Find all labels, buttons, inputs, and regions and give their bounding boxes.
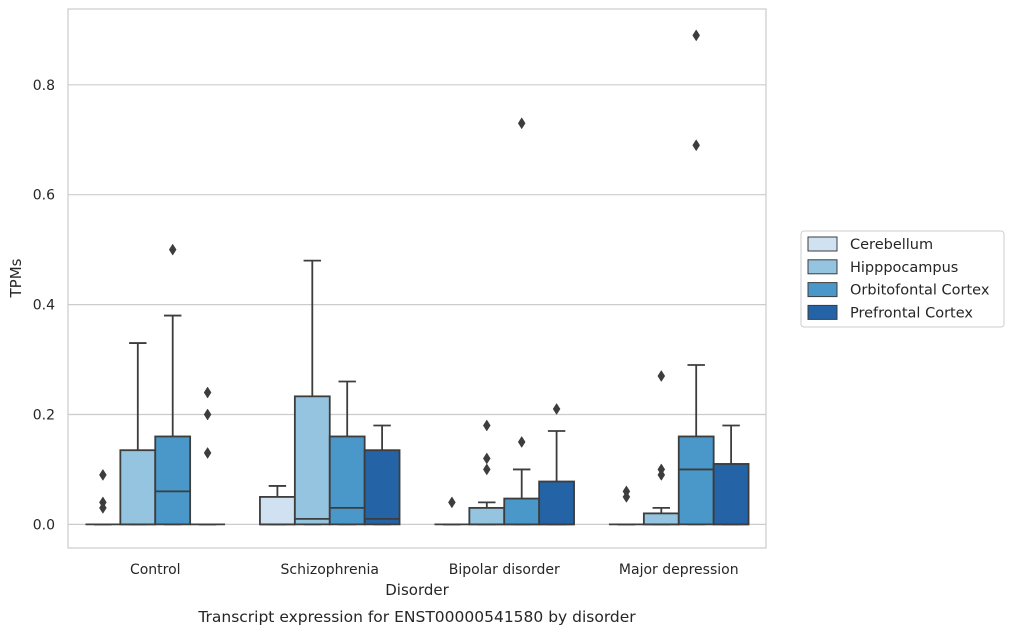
y-tick-label: 0.2	[33, 407, 55, 423]
box-group	[328, 380, 366, 526]
box	[119, 449, 157, 526]
x-tick-label: Bipolar disorder	[449, 562, 560, 578]
box	[503, 497, 541, 526]
x-tick-label: Major depression	[619, 562, 739, 578]
x-axis-label: Disorder	[385, 581, 449, 599]
legend-swatch	[807, 236, 838, 252]
y-tick-label: 0.0	[33, 517, 55, 533]
outlier-point	[483, 452, 491, 465]
outlier-point	[483, 463, 491, 476]
box	[468, 506, 506, 526]
box-group	[293, 259, 331, 526]
outlier-point	[203, 446, 212, 459]
legend-frame	[800, 230, 1005, 328]
legend: Cerebellum Hipppocampus Orbitofontal Corte…	[800, 230, 1005, 328]
outlier-point	[203, 408, 212, 421]
box	[259, 496, 296, 526]
y-axis-ticks: 0.0 0.2 0.4 0.6 0.8	[33, 78, 55, 534]
outlier-point	[483, 419, 491, 432]
box-group	[608, 485, 644, 526]
box	[328, 435, 366, 526]
outlier-point	[657, 468, 666, 481]
box	[642, 512, 680, 526]
legend-label: Hipppocampus	[850, 260, 958, 276]
y-tick-label: 0.4	[33, 298, 55, 314]
box	[363, 449, 401, 526]
box-group	[642, 370, 680, 526]
outlier-point	[517, 435, 526, 448]
outlier-point	[99, 468, 107, 481]
outlier-point	[657, 370, 666, 382]
outlier-point	[203, 386, 212, 399]
legend-swatch	[807, 304, 838, 320]
outlier-point	[99, 501, 107, 514]
box	[154, 435, 192, 526]
outlier-point	[168, 243, 177, 256]
box	[538, 480, 575, 526]
box-group	[259, 485, 296, 526]
box-group	[538, 403, 575, 526]
box-group	[363, 424, 401, 526]
legend-label: Cerebellum	[850, 237, 933, 253]
box	[712, 463, 750, 526]
box-group	[154, 243, 192, 526]
plot-area-frame	[67, 8, 767, 549]
legend-swatch	[807, 282, 838, 298]
x-axis-ticks: Control Schizophrenia Bipolar disorder Majo…	[130, 562, 739, 578]
outlier-point	[692, 139, 700, 152]
outlier-point	[622, 490, 631, 503]
legend-label: Prefrontal Cortex	[850, 305, 973, 321]
legend-entries: Cerebellum Hipppocampus Orbitofontal Corte…	[807, 236, 990, 321]
box-group	[677, 29, 715, 526]
outlier-point	[448, 496, 456, 509]
legend-label: Orbitofontal Cortex	[850, 283, 990, 299]
chart-caption: Transcript expression for ENST0000054158…	[197, 608, 636, 626]
y-tick-label: 0.6	[33, 188, 55, 204]
legend-swatch	[807, 259, 838, 275]
box	[293, 395, 331, 526]
outlier-point	[517, 117, 526, 130]
box-group	[712, 424, 750, 526]
box-group	[503, 117, 541, 526]
box-group	[468, 419, 506, 526]
box-group	[119, 342, 157, 526]
box	[677, 435, 715, 526]
outlier-point	[552, 403, 561, 415]
x-tick-label: Schizophrenia	[281, 562, 379, 578]
box-series	[85, 29, 750, 526]
y-axis-label: TPMs	[7, 258, 25, 298]
box-group	[190, 386, 226, 526]
outlier-point	[692, 29, 700, 42]
box-group	[85, 468, 121, 526]
y-tick-label: 0.8	[33, 78, 55, 94]
box-group	[434, 496, 470, 526]
x-tick-label: Control	[130, 562, 181, 578]
